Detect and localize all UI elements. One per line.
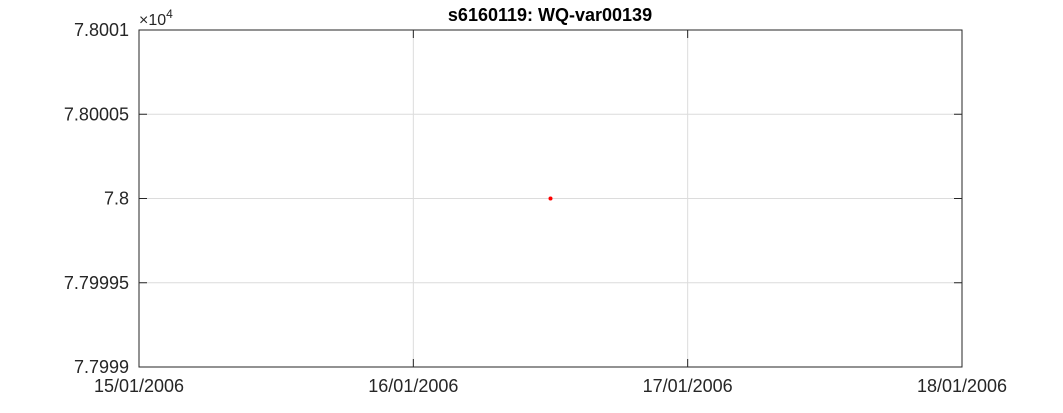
y-exponent-label: ×104 bbox=[139, 7, 173, 29]
y-tick-label: 7.80005 bbox=[64, 104, 129, 124]
y-tick-label: 7.79995 bbox=[64, 273, 129, 293]
y-tick-label: 7.7999 bbox=[74, 357, 129, 377]
y-tick-label: 7.8 bbox=[104, 189, 129, 209]
chart-title: s6160119: WQ-var00139 bbox=[448, 5, 652, 25]
data-points bbox=[548, 196, 553, 201]
x-tick-label: 15/01/2006 bbox=[94, 376, 184, 396]
y-multiplier-base: ×10 bbox=[139, 12, 166, 29]
x-tick-labels: 15/01/2006 16/01/2006 17/01/2006 18/01/2006 bbox=[94, 376, 1007, 396]
y-tick-label: 7.8001 bbox=[74, 20, 129, 40]
x-tick-label: 16/01/2006 bbox=[368, 376, 458, 396]
data-point bbox=[548, 196, 553, 201]
plot-frame bbox=[138, 29, 963, 368]
y-multiplier-exponent: 4 bbox=[166, 7, 173, 21]
x-tick-label: 18/01/2006 bbox=[917, 376, 1007, 396]
y-tick-labels: 7.7999 7.79995 7.8 7.80005 7.8001 bbox=[64, 20, 129, 377]
x-tick-label: 17/01/2006 bbox=[643, 376, 733, 396]
